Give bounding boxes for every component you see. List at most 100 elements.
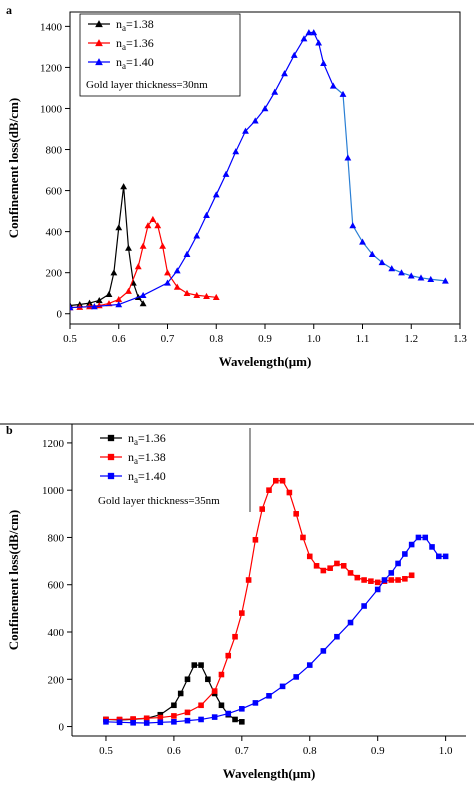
x-tick-label: 0.6 [167,745,181,757]
data-point [116,716,123,723]
data-point [305,29,313,36]
y-tick-label: 600 [46,186,63,198]
data-point [334,560,340,567]
data-point [134,263,142,270]
y-tick-label: 0 [57,309,63,321]
data-point [359,238,366,245]
series-na=1.40 [70,29,449,311]
data-point [408,541,415,548]
data-point [273,477,279,484]
series-line [105,480,412,721]
panel-label: a [6,3,12,17]
data-point [130,716,136,722]
legend-label-rest: =1.38 [138,450,166,464]
legend-marker [107,434,115,442]
data-point [339,90,347,97]
legend-marker [95,39,103,47]
data-point [157,714,164,721]
data-point [144,222,152,229]
data-point [408,572,415,579]
data-point [402,576,408,582]
data-point [171,702,177,709]
legend-label-main: n [128,450,134,464]
legend-label-rest: =1.40 [138,469,166,483]
series-line [70,186,144,307]
data-point [388,265,396,272]
data-point [198,662,204,668]
data-point [315,39,323,46]
data-point [115,301,123,308]
series-line-tail [332,85,446,282]
data-point [203,292,210,300]
data-point [211,714,218,720]
x-tick-label: 0.6 [112,333,126,345]
data-point [154,222,162,229]
data-point [164,269,171,276]
x-tick-label: 0.9 [371,745,385,757]
data-point [171,713,177,719]
y-tick-label: 600 [48,580,65,592]
data-point [259,506,265,512]
panel-b: b 0.5 0.6 0.7 0.8 0.9 1.0 0 200 400 600 800 1000 1200… [0,423,474,781]
legend-label: na=1.38 [116,17,154,33]
data-point [198,702,204,709]
data-point [388,570,395,576]
legend-marker [95,58,103,66]
data-point [143,715,150,722]
series-line [105,536,446,724]
series-na=1.38 [70,183,147,309]
data-point [279,477,286,484]
data-point [183,289,191,296]
x-axis-label: Wavelength(μm) [219,354,312,369]
data-point [164,279,171,286]
data-point [130,719,136,726]
legend-label: na=1.38 [128,450,166,466]
data-point [86,299,93,306]
data-point [347,570,354,576]
data-point [374,586,381,593]
data-point [361,603,367,609]
legend-label-sub: a [134,475,138,485]
data-point [281,70,288,77]
data-point [261,105,269,112]
data-point [398,269,405,276]
data-point [340,563,347,569]
data-point [173,283,181,290]
data-point [115,295,123,303]
data-point [395,560,401,567]
data-point [368,250,376,257]
data-point [361,577,367,583]
panel-label: b [6,423,13,437]
series-na=1.36 [70,215,220,311]
data-point [95,296,103,304]
data-point [306,662,313,668]
data-point [116,719,123,726]
data-point [266,693,272,699]
data-point [239,610,245,616]
legend-label-sub: a [134,437,138,447]
y-tick-label: 0 [59,722,65,734]
y-tick-label: 200 [48,674,65,686]
legend-annotation: Gold layer thickness=35nm [98,495,220,507]
data-point [139,242,147,249]
data-point [271,88,279,95]
y-tick-label: 200 [46,268,63,280]
data-point [90,303,98,310]
x-tick-label: 0.5 [63,333,77,345]
legend-label-rest: =1.36 [126,36,154,50]
data-point [211,688,218,694]
legend-label-main: n [128,431,134,445]
data-point [415,534,422,541]
data-point [300,35,308,42]
x-tick-label: 0.8 [209,333,223,345]
data-point [407,272,415,279]
x-tick-label: 1.2 [404,333,418,345]
y-tick-label: 400 [48,627,65,639]
data-point [320,567,327,574]
data-point [125,287,132,294]
data-point [252,537,259,543]
data-point [184,717,191,724]
